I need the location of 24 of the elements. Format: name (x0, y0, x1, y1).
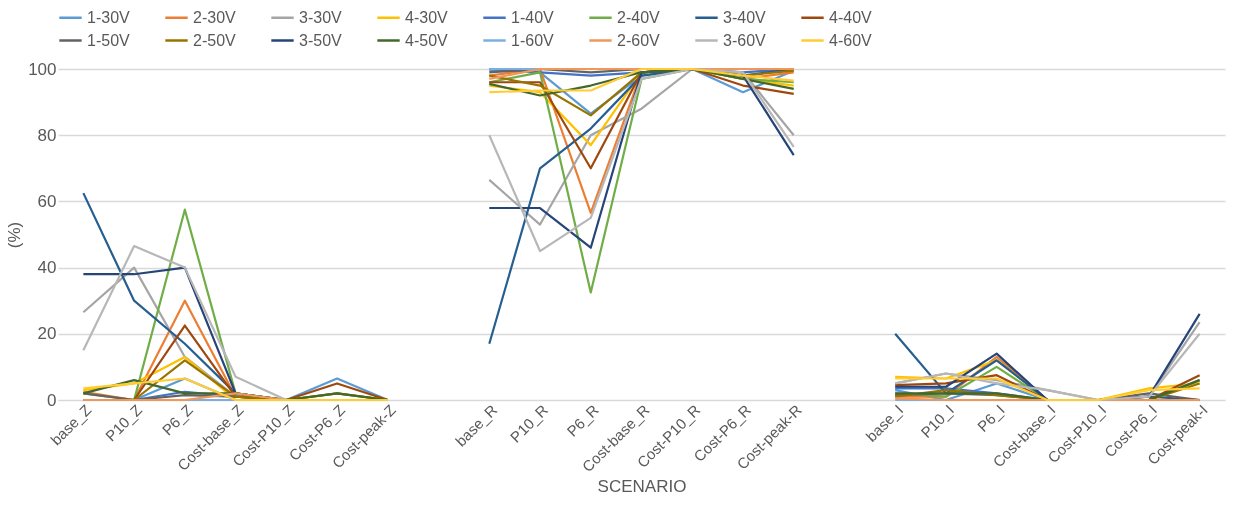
y-tick-label: 100 (28, 59, 57, 79)
legend-label: 4-60V (829, 31, 873, 49)
y-tick-label: 20 (37, 324, 57, 344)
legend-label: 4-50V (405, 31, 449, 49)
x-axis-title: SCENARIO (597, 477, 687, 497)
legend-label: 3-40V (723, 8, 767, 26)
legend-label: 1-50V (87, 31, 131, 49)
legend-label: 1-30V (87, 8, 131, 26)
legend-label: 3-50V (299, 31, 343, 49)
y-axis-title: (%) (5, 221, 25, 249)
legend-label: 4-30V (405, 8, 449, 26)
y-tick-label: 80 (37, 125, 57, 145)
y-tick-label: 60 (37, 191, 57, 211)
legend-label: 2-60V (617, 31, 661, 49)
legend-label: 1-40V (511, 8, 555, 26)
y-tick-label: 40 (37, 258, 57, 278)
legend-label: 2-50V (193, 31, 237, 49)
legend-label: 2-40V (617, 8, 661, 26)
y-tick-label: 0 (47, 390, 57, 410)
legend-label: 1-60V (511, 31, 555, 49)
legend-label: 3-30V (299, 8, 343, 26)
legend-label: 2-30V (193, 8, 237, 26)
legend-label: 4-40V (829, 8, 873, 26)
legend-label: 3-60V (723, 31, 767, 49)
